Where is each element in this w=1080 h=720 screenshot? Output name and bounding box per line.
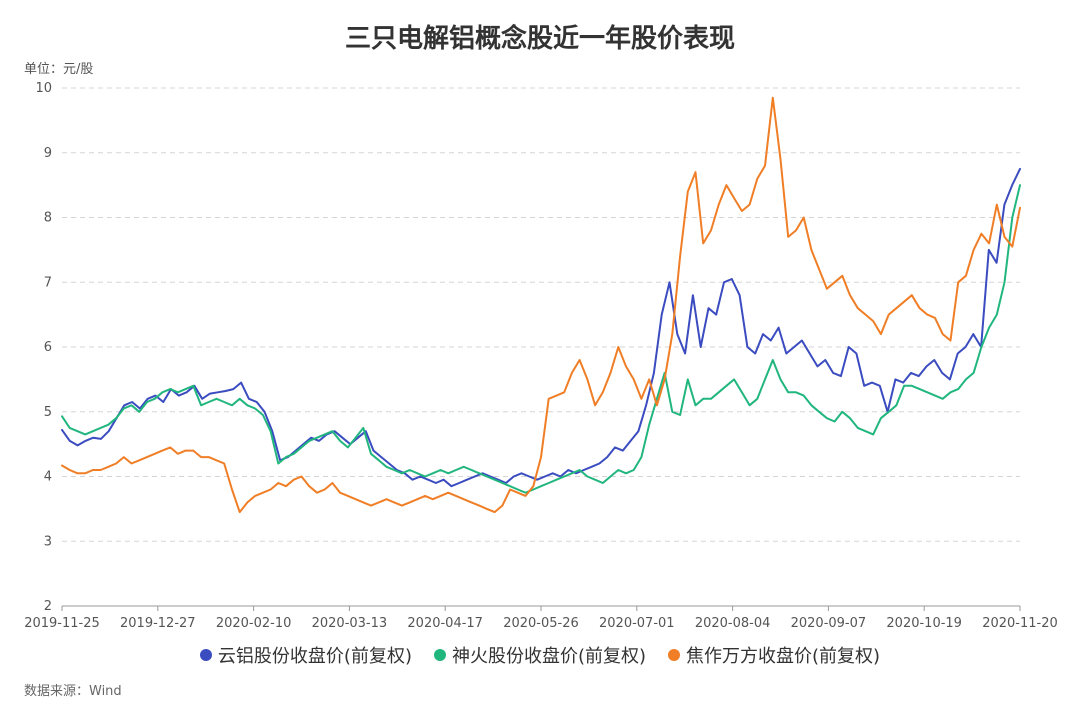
grid-lines [62,87,1020,542]
legend-item-yunlv[interactable]: 云铝股份收盘价(前复权) [199,642,412,668]
unit-label: 单位：元/股 [24,62,94,77]
y-axis: 2 3 4 5 6 7 8 9 10 [35,81,52,614]
legend-marker-shenhuo [433,649,446,661]
data-source: 数据来源：Wind [24,684,122,699]
series-line-yunlv [61,167,1021,488]
legend-label-yunlv: 云铝股份收盘价(前复权) [217,646,412,667]
x-tick-label: 2019-11-25 [24,616,100,631]
x-tick-label: 2020-08-04 [695,616,771,631]
legend-item-shenhuo[interactable]: 神火股份收盘价(前复权) [433,642,647,668]
series-lines [61,96,1021,514]
legend: 云铝股份收盘价(前复权) 神火股份收盘价(前复权) 焦作万方收盘价(前复权) [0,642,1080,668]
x-tick-label: 2020-10-19 [886,616,962,631]
x-tick-label: 2019-12-27 [120,616,196,631]
legend-label-shenhuo: 神火股份收盘价(前复权) [451,646,647,667]
chart-title: 三只电解铝概念股近一年股价表现 [344,24,735,54]
y-tick-label: 2 [44,599,52,614]
y-tick-label: 6 [44,340,52,355]
legend-marker-jiaozuo [668,649,681,661]
y-tick-label: 3 [44,534,52,549]
series-line-jiaozuo [61,96,1021,514]
x-tick-label: 2020-09-07 [791,616,867,631]
x-tick-label: 2020-03-13 [312,616,388,631]
x-tick-label: 2020-02-10 [216,616,292,631]
legend-item-jiaozuo[interactable]: 焦作万方收盘价(前复权) [668,642,880,668]
x-axis: 2019-11-25 2019-12-27 2020-02-10 2020-03-13… [24,605,1058,631]
x-tick-label: 2020-04-17 [407,616,483,631]
x-tick-label: 2020-05-26 [503,616,579,631]
y-tick-label: 7 [44,275,52,290]
legend-marker-yunlv [199,649,212,661]
y-tick-label: 5 [44,405,52,420]
x-tick-label: 2020-11-20 [982,616,1058,631]
y-tick-label: 10 [35,81,52,96]
series-line-shenhuo [61,184,1021,494]
y-tick-label: 4 [44,470,52,485]
y-tick-label: 8 [44,211,52,226]
x-tick-label: 2020-07-01 [599,616,675,631]
legend-label-jiaozuo: 焦作万方收盘价(前复权) [686,646,881,667]
y-tick-label: 9 [44,146,52,161]
